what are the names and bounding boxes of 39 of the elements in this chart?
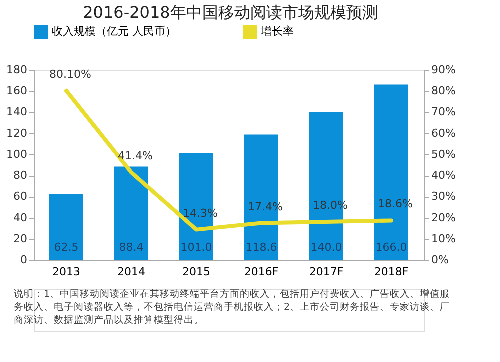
y2-tick-label: 50% — [432, 148, 456, 161]
y2-tick-label: 0% — [432, 254, 449, 266]
legend-label: 收入规模（亿元 人民币） — [52, 25, 176, 38]
x-tick-label: 2017F — [309, 266, 344, 278]
y2-tick-label: 20% — [432, 211, 456, 224]
x-tick-label: 2013 — [52, 266, 80, 278]
y2-tick-label: 70% — [432, 106, 456, 119]
y2-tick-label: 10% — [432, 232, 456, 246]
y-tick-label: 140 — [6, 106, 28, 119]
y-tick-label: 60 — [14, 190, 28, 204]
legend-label: 增长率 — [260, 25, 294, 38]
y-tick-label: 40 — [14, 211, 28, 224]
data-label: 62.5 — [54, 241, 79, 254]
y-tick-label: 160 — [6, 84, 28, 98]
bar — [114, 166, 148, 260]
data-label: 166.0 — [376, 241, 408, 254]
data-label: 80.10% — [50, 68, 92, 81]
bar — [50, 194, 84, 260]
y2-tick-label: 80% — [432, 84, 456, 98]
data-label: 88.4 — [119, 241, 144, 254]
data-label: 118.6 — [246, 241, 278, 254]
x-tick-label: 2015 — [182, 266, 210, 278]
y-tick-label: 100 — [6, 148, 28, 161]
chart-title: 2016-2018年中国移动阅读市场规模预测 — [83, 3, 378, 22]
data-label: 101.0 — [180, 241, 212, 254]
y-tick-label: 20 — [14, 232, 28, 246]
y2-tick-label: 90% — [432, 64, 456, 76]
y-tick-label: 180 — [6, 64, 28, 76]
x-tick-label: 2018F — [374, 266, 409, 278]
x-tick-label: 2014 — [118, 266, 146, 278]
y2-tick-label: 40% — [432, 169, 456, 182]
text: 说明：1、中国移动阅读企业在其移动终端平台方面的收入，包括用户付费收入、广告收入、增值服务收入、电子阅读器收入等，不包括电信运营商手机报收入；2、上市公司财务报告、专家访谈、厂商深访、数据监测产品以及推算模型得出。 — [14, 288, 450, 326]
data-label: 140.0 — [310, 241, 342, 254]
y2-tick-label: 30% — [432, 190, 456, 204]
y2-tick-label: 60% — [432, 126, 456, 140]
y-tick-label: 0 — [20, 254, 28, 266]
y-tick-label: 80 — [14, 169, 28, 182]
x-tick-label: 2016F — [244, 266, 279, 278]
y-tick-label: 120 — [6, 126, 28, 140]
